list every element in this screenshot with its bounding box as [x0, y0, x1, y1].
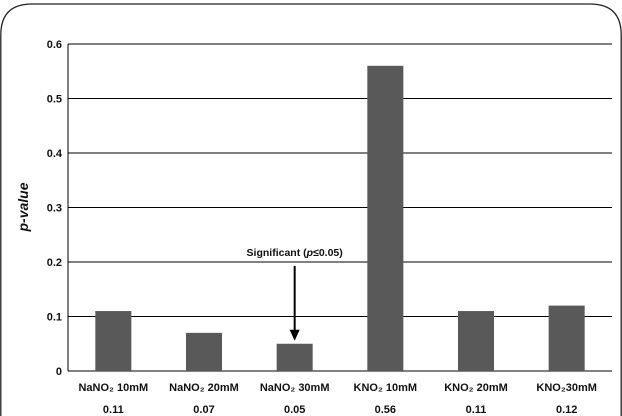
y-axis-title: p-value: [15, 182, 31, 232]
data-label: 0.11: [103, 404, 124, 416]
significance-annotation: Significant (p≤0.05): [247, 247, 343, 341]
data-label: 0.05: [284, 404, 305, 416]
bar: [95, 311, 132, 371]
bar: [276, 343, 313, 371]
x-category-label: KNO₂ 20mM: [444, 382, 508, 394]
data-label: 0.56: [375, 404, 396, 416]
y-tick-label: 0.5: [47, 94, 62, 106]
bar: [186, 332, 222, 371]
data-label: 0.12: [556, 404, 577, 416]
data-label: 0.11: [466, 404, 487, 416]
data-label: 0.07: [193, 404, 214, 416]
bar: [367, 65, 404, 372]
x-category-label: KNO₂ 10mM: [354, 382, 418, 394]
y-tick-label: 0.6: [47, 39, 62, 51]
x-category-label: NaNO₂ 20mM: [169, 382, 239, 394]
bars: [95, 65, 585, 372]
y-tick-label: 0: [56, 366, 62, 378]
y-tick-label: 0.1: [47, 312, 62, 324]
y-tick-label: 0.2: [47, 257, 62, 269]
y-axis-ticks: 0 0.1 0.2 0.3 0.4 0.5 0.6: [47, 39, 63, 378]
x-category-label: NaNO₂ 10mM: [78, 382, 148, 394]
x-category-label: KNO₂30mM: [536, 382, 597, 394]
bar: [458, 311, 494, 371]
chart-border: [0, 3, 622, 416]
bar: [548, 305, 585, 371]
x-category-label: NaNO₂ 30mM: [260, 382, 330, 394]
gridlines: [68, 43, 612, 372]
y-tick-label: 0.4: [47, 148, 63, 160]
x-axis-category-labels: NaNO₂ 10mM NaNO₂ 20mM NaNO₂ 30mM KNO₂ 10mM K…: [78, 382, 596, 394]
annotation-text: Significant (p≤0.05): [247, 247, 343, 259]
y-tick-label: 0.3: [47, 203, 62, 215]
annotation-arrowhead: [289, 329, 300, 341]
data-labels: 0.11 0.07 0.05 0.56 0.11 0.12: [103, 404, 577, 416]
